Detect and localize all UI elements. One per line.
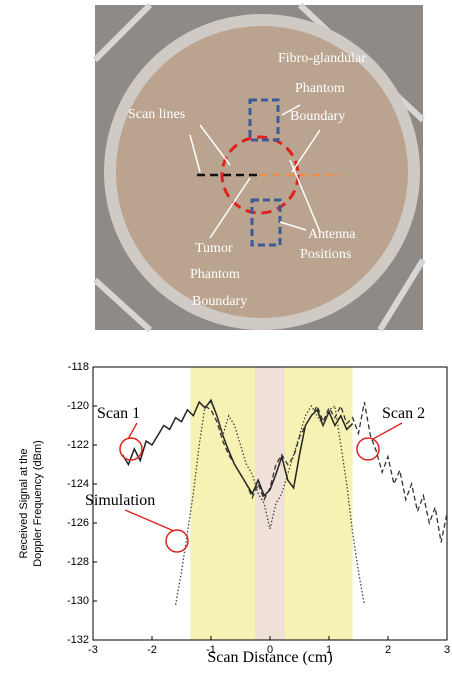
x-tick-label: 3: [444, 644, 450, 656]
series-annotation: Scan 1: [97, 405, 140, 422]
photo: [95, 5, 423, 330]
y-tick-label: -118: [68, 361, 89, 373]
y-tick-label: -128: [67, 556, 89, 568]
photo-label: Tumor: [195, 241, 233, 256]
x-tick-label: 1: [326, 644, 332, 656]
photo-label: Fibro-glandular: [278, 51, 366, 66]
annotation-pointer: [373, 423, 402, 439]
series-annotation: Simulation: [85, 492, 155, 509]
x-tick-label: -3: [88, 644, 98, 656]
y-axis-label: Doppler Frequency (dBm): [32, 440, 44, 567]
shaded-region: [255, 367, 285, 640]
y-tick-label: -132: [67, 634, 89, 646]
y-tick-label: -120: [67, 400, 89, 412]
dish: [116, 26, 408, 318]
photo-label: Phantom: [295, 81, 345, 96]
annotation-pointer: [128, 423, 137, 439]
photo-label: Scan lines: [128, 107, 185, 122]
x-tick-label: -1: [206, 644, 216, 656]
photo-label: Phantom: [190, 267, 240, 282]
x-tick-label: 0: [267, 644, 273, 656]
y-tick-label: -124: [67, 478, 89, 490]
x-tick-label: 2: [385, 644, 391, 656]
figure: Scan Distance (cm) Fibro-glandularPhanto…: [0, 0, 452, 685]
annotation-circle: [166, 530, 188, 552]
x-tick-label: -2: [147, 644, 157, 656]
photo-label: Antenna: [308, 227, 356, 242]
photo-label: Boundary: [192, 294, 247, 309]
photo-label: Positions: [300, 247, 351, 262]
y-tick-label: -122: [67, 439, 89, 451]
annotation-pointer: [125, 510, 174, 531]
series-annotation: Scan 2: [382, 405, 425, 422]
y-axis-label: Received Signal at the: [18, 448, 30, 558]
y-tick-label: -126: [67, 517, 89, 529]
photo-label: Boundary: [290, 109, 345, 124]
y-tick-label: -130: [67, 595, 89, 607]
